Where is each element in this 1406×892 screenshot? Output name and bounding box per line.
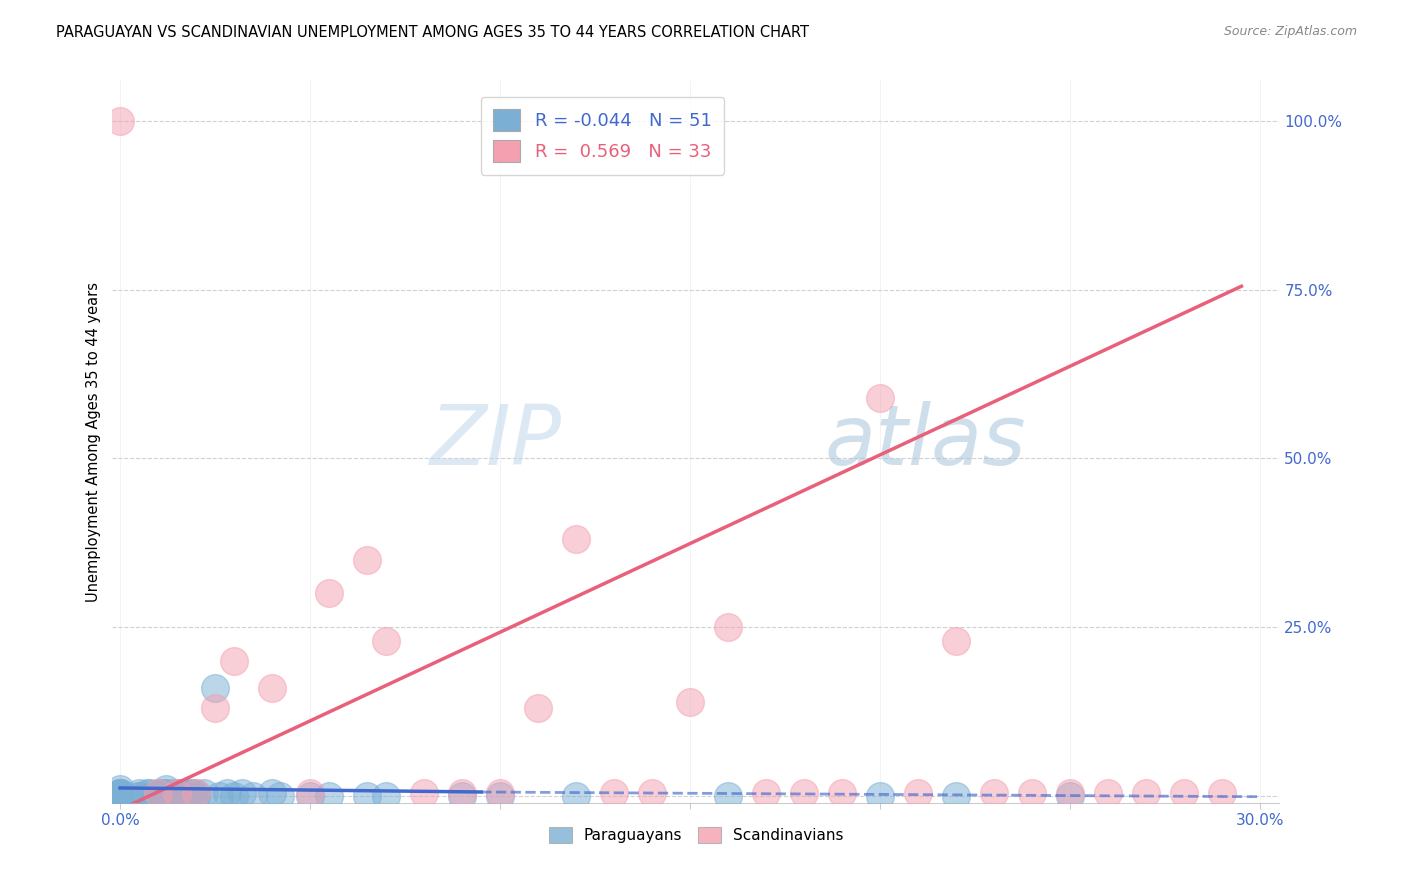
Point (318, 789, 340, 803)
Point (208, 789, 231, 803)
Point (108, 789, 131, 803)
Point (166, 786, 188, 800)
Text: atlas: atlas (824, 401, 1026, 482)
Point (108, 789, 131, 803)
Point (108, 789, 131, 803)
Point (717, 620, 740, 634)
Point (150, 786, 173, 800)
Point (143, 789, 166, 803)
Point (299, 789, 322, 803)
Point (299, 786, 322, 800)
Point (108, 789, 131, 803)
Point (139, 786, 162, 800)
Point (146, 789, 169, 803)
Point (170, 786, 193, 800)
Point (159, 789, 181, 803)
Point (262, 681, 284, 695)
Text: ZIP: ZIP (430, 401, 562, 482)
Point (155, 782, 177, 797)
Point (184, 786, 207, 800)
Point (108, 786, 131, 800)
Point (1211, 786, 1233, 800)
Text: Source: ZipAtlas.com: Source: ZipAtlas.com (1223, 25, 1357, 38)
Point (565, 789, 588, 803)
Point (356, 789, 378, 803)
Point (641, 786, 664, 800)
Y-axis label: Unemployment Among Ages 35 to 44 years: Unemployment Among Ages 35 to 44 years (86, 282, 101, 601)
Point (565, 533, 588, 547)
Point (679, 694, 702, 708)
Point (945, 633, 967, 648)
Point (1059, 786, 1081, 800)
Point (907, 786, 929, 800)
Point (755, 786, 778, 800)
Point (1135, 786, 1157, 800)
Point (177, 786, 200, 800)
Point (318, 586, 340, 600)
Point (869, 789, 891, 803)
Point (375, 633, 398, 648)
Point (108, 786, 131, 800)
Point (166, 786, 188, 800)
Point (262, 786, 284, 800)
Point (451, 786, 474, 800)
Point (945, 789, 967, 803)
Point (204, 701, 226, 715)
Point (869, 391, 891, 405)
Point (489, 789, 512, 803)
Point (603, 786, 626, 800)
Point (181, 786, 204, 800)
Point (242, 789, 264, 803)
Point (1021, 786, 1043, 800)
Text: PARAGUAYAN VS SCANDINAVIAN UNEMPLOYMENT AMONG AGES 35 TO 44 YEARS CORRELATION CH: PARAGUAYAN VS SCANDINAVIAN UNEMPLOYMENT … (56, 25, 810, 40)
Point (413, 786, 436, 800)
Point (135, 786, 157, 800)
Point (108, 786, 131, 800)
Point (831, 786, 853, 800)
Point (793, 786, 815, 800)
Point (108, 789, 131, 803)
Point (1173, 786, 1195, 800)
Point (108, 113, 131, 128)
Point (269, 789, 291, 803)
Point (356, 552, 378, 566)
Point (184, 786, 207, 800)
Point (146, 786, 169, 800)
Point (108, 786, 131, 800)
Point (173, 789, 195, 803)
Point (204, 681, 226, 695)
Point (184, 789, 207, 803)
Point (162, 786, 184, 800)
Point (1059, 789, 1081, 803)
Point (717, 789, 740, 803)
Point (231, 786, 253, 800)
Point (108, 782, 131, 797)
Point (224, 789, 246, 803)
Point (983, 786, 1005, 800)
Point (128, 786, 150, 800)
Legend: Paraguayans, Scandinavians: Paraguayans, Scandinavians (543, 822, 849, 849)
Point (128, 789, 150, 803)
Point (128, 789, 150, 803)
Point (193, 786, 215, 800)
Point (375, 789, 398, 803)
Point (215, 786, 238, 800)
Point (527, 701, 550, 715)
Point (224, 654, 246, 668)
Point (146, 786, 169, 800)
Point (489, 786, 512, 800)
Point (155, 786, 177, 800)
Point (1097, 786, 1119, 800)
Point (166, 789, 188, 803)
Point (451, 789, 474, 803)
